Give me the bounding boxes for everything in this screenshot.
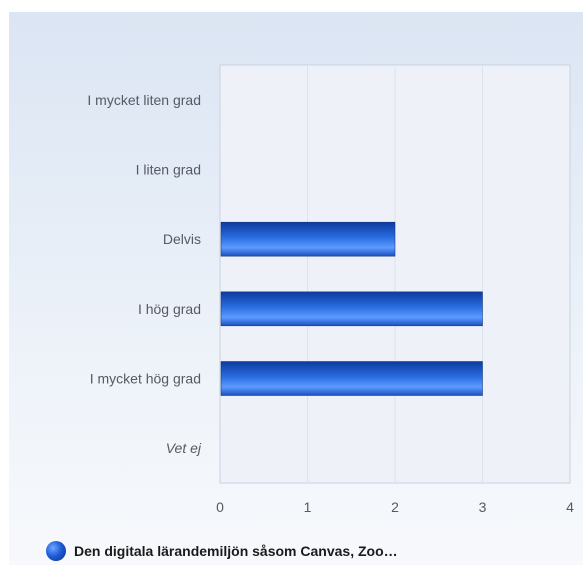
category-label: Delvis <box>163 231 201 247</box>
x-tick-label: 3 <box>479 499 487 515</box>
x-tick-labels: 0 1 2 3 4 <box>216 499 574 515</box>
legend: Den digitala lärandemiljön såsom Canvas,… <box>46 541 398 561</box>
category-label: I mycket hög grad <box>90 371 201 387</box>
x-tick-label: 2 <box>391 499 399 515</box>
category-label: Vet ej <box>166 440 202 456</box>
x-tick-label: 4 <box>566 499 574 515</box>
bar <box>220 291 483 327</box>
category-label: I mycket liten grad <box>87 92 201 108</box>
legend-swatch <box>46 541 66 561</box>
gridlines <box>307 65 483 483</box>
x-tick-label: 1 <box>304 499 312 515</box>
bars <box>220 221 483 396</box>
legend-label: Den digitala lärandemiljön såsom Canvas,… <box>74 543 398 559</box>
bar <box>220 221 396 257</box>
bar <box>220 361 483 396</box>
category-label: I liten grad <box>136 162 201 178</box>
category-label: I hög grad <box>138 301 201 317</box>
category-labels: I mycket liten grad I liten grad Delvis I h… <box>87 92 201 456</box>
x-tick-label: 0 <box>216 499 224 515</box>
